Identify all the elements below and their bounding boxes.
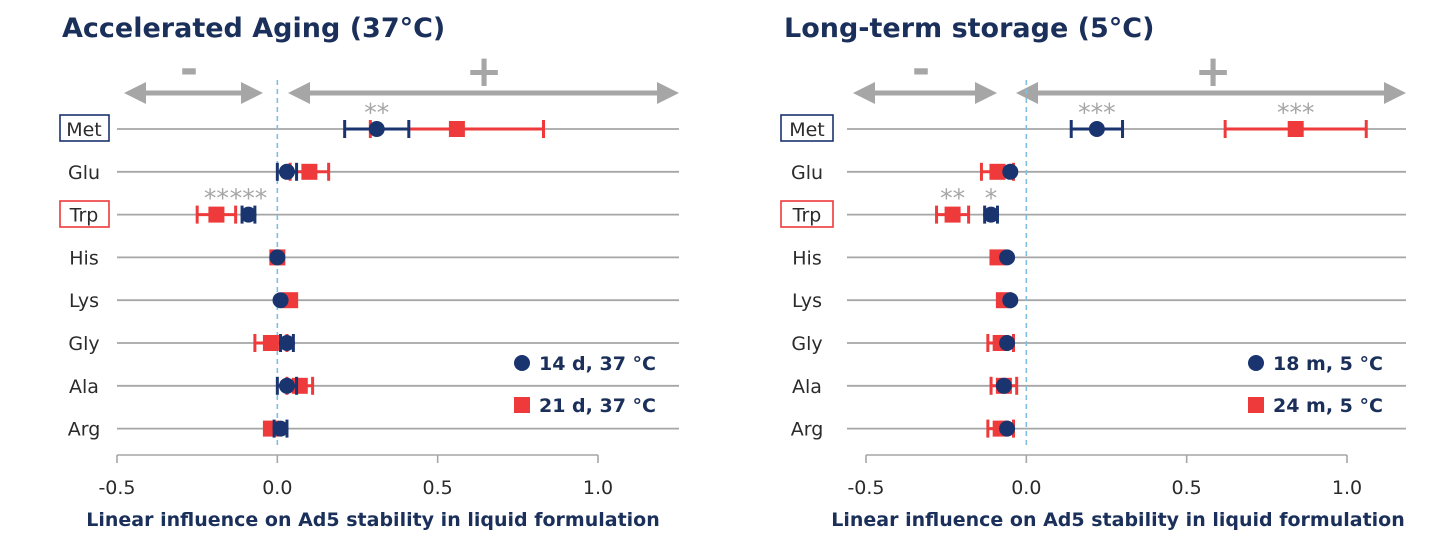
direction-arrows: - + xyxy=(124,44,679,104)
significance-label-square-trp: ** xyxy=(940,184,965,213)
x-tick-label: 1.0 xyxy=(583,477,613,499)
data-point-circle-lys xyxy=(272,292,289,309)
x-tick-label: -0.5 xyxy=(847,477,884,499)
significance-label-circle-trp: * xyxy=(985,184,998,213)
data-marks: ********* xyxy=(935,98,1368,438)
significance-label-circle-met: *** xyxy=(1078,98,1116,127)
x-axis-title: Linear influence on Ad5 stability in liq… xyxy=(831,509,1405,531)
chart-title: Long-term storage (5°C) xyxy=(784,13,1154,44)
data-point-circle-met xyxy=(368,121,385,137)
category-label-his: His xyxy=(69,247,98,269)
x-tick-label: 1.0 xyxy=(1332,477,1362,499)
category-label-gly: Gly xyxy=(68,333,99,355)
data-point-circle-gly xyxy=(278,335,295,351)
data-point-square-trp xyxy=(208,206,225,223)
data-point-circle-lys xyxy=(1002,292,1019,309)
category-labels: Met Glu Trp His Lys Gly Ala Arg xyxy=(789,119,825,441)
chart-title: Accelerated Aging (37°C) xyxy=(62,13,445,44)
significance-label-circle-met: ** xyxy=(364,98,389,127)
category-label-glu: Glu xyxy=(68,162,100,184)
x-tick-label: 0.0 xyxy=(262,477,292,499)
legend-marker-circle xyxy=(1248,355,1264,371)
data-point-square-glu xyxy=(989,163,1006,180)
data-point-circle-glu xyxy=(1002,163,1019,180)
category-label-trp: Trp xyxy=(792,205,822,227)
row-gridlines xyxy=(117,128,679,430)
legend: 14 d, 37 °C 21 d, 37 °C xyxy=(514,353,656,417)
category-label-gly: Gly xyxy=(791,333,822,355)
data-point-square-gly xyxy=(262,335,279,351)
category-label-his: His xyxy=(792,247,821,269)
legend-label-series-1: 14 d, 37 °C xyxy=(539,353,656,375)
category-label-met: Met xyxy=(66,119,102,141)
data-point-circle-arg xyxy=(999,420,1016,437)
direction-arrows: - + xyxy=(853,44,1406,104)
legend-marker-square xyxy=(1248,397,1264,413)
category-label-ala: Ala xyxy=(69,376,99,398)
data-point-circle-glu xyxy=(278,163,295,180)
data-point-circle-ala xyxy=(995,377,1012,394)
negative-sign: - xyxy=(912,44,930,95)
chart-accelerated-aging: Accelerated Aging (37°C) - + Met Glu Trp Hi… xyxy=(59,13,679,531)
significance-label-circle-trp: *** xyxy=(230,184,268,213)
category-label-lys: Lys xyxy=(69,290,99,312)
data-point-circle-his xyxy=(999,249,1016,266)
data-point-square-met xyxy=(448,121,465,137)
category-label-arg: Arg xyxy=(68,419,101,441)
row-gridlines xyxy=(847,128,1406,430)
negative-direction-arrow xyxy=(853,82,997,104)
category-label-glu: Glu xyxy=(791,162,823,184)
legend-marker-circle xyxy=(514,355,530,371)
significance-label-square-trp: ** xyxy=(204,184,229,213)
negative-direction-arrow xyxy=(124,82,263,104)
data-point-square-met xyxy=(1287,121,1304,137)
significance-label-square-met: *** xyxy=(1277,98,1315,127)
positive-sign: + xyxy=(1195,46,1232,97)
chart-long-term-storage: Long-term storage (5°C) - + Met Glu Trp His… xyxy=(780,13,1406,531)
legend-label-series-1: 18 m, 5 °C xyxy=(1273,353,1383,375)
category-labels: Met Glu Trp His Lys Gly Ala Arg xyxy=(66,119,102,441)
trp-highlight-box xyxy=(780,200,834,228)
category-label-arg: Arg xyxy=(791,419,824,441)
category-label-met: Met xyxy=(789,119,825,141)
data-point-circle-his xyxy=(269,249,286,266)
x-tick-label: 0.5 xyxy=(1172,477,1202,499)
category-label-trp: Trp xyxy=(69,205,99,227)
data-point-circle-trp xyxy=(240,206,257,223)
category-label-ala: Ala xyxy=(792,376,822,398)
data-point-circle-met xyxy=(1088,121,1105,137)
legend: 18 m, 5 °C 24 m, 5 °C xyxy=(1248,353,1383,417)
data-point-square-trp xyxy=(944,206,961,223)
x-tick-label: 0.5 xyxy=(423,477,453,499)
data-point-circle-gly xyxy=(999,335,1016,351)
category-label-lys: Lys xyxy=(792,290,822,312)
x-axis-title: Linear influence on Ad5 stability in liq… xyxy=(86,509,660,531)
legend-label-series-2: 21 d, 37 °C xyxy=(539,395,656,417)
legend-label-series-2: 24 m, 5 °C xyxy=(1273,395,1383,417)
x-axis: -0.5 0.0 0.5 1.0 xyxy=(98,454,613,499)
data-point-square-glu xyxy=(301,163,318,180)
trp-highlight-box xyxy=(59,200,110,228)
met-highlight-box xyxy=(780,114,834,142)
negative-sign: - xyxy=(180,44,198,95)
x-axis: -0.5 0.0 0.5 1.0 xyxy=(847,454,1362,499)
x-tick-label: -0.5 xyxy=(98,477,135,499)
legend-marker-square xyxy=(514,397,530,413)
data-point-circle-trp xyxy=(983,206,1000,223)
positive-sign: + xyxy=(466,46,503,97)
met-highlight-box xyxy=(59,114,110,142)
x-tick-label: 0.0 xyxy=(1011,477,1041,499)
data-point-circle-ala xyxy=(278,377,295,394)
data-point-circle-arg xyxy=(272,420,289,437)
positive-direction-arrow xyxy=(288,82,679,104)
data-marks: ******* xyxy=(195,98,545,438)
